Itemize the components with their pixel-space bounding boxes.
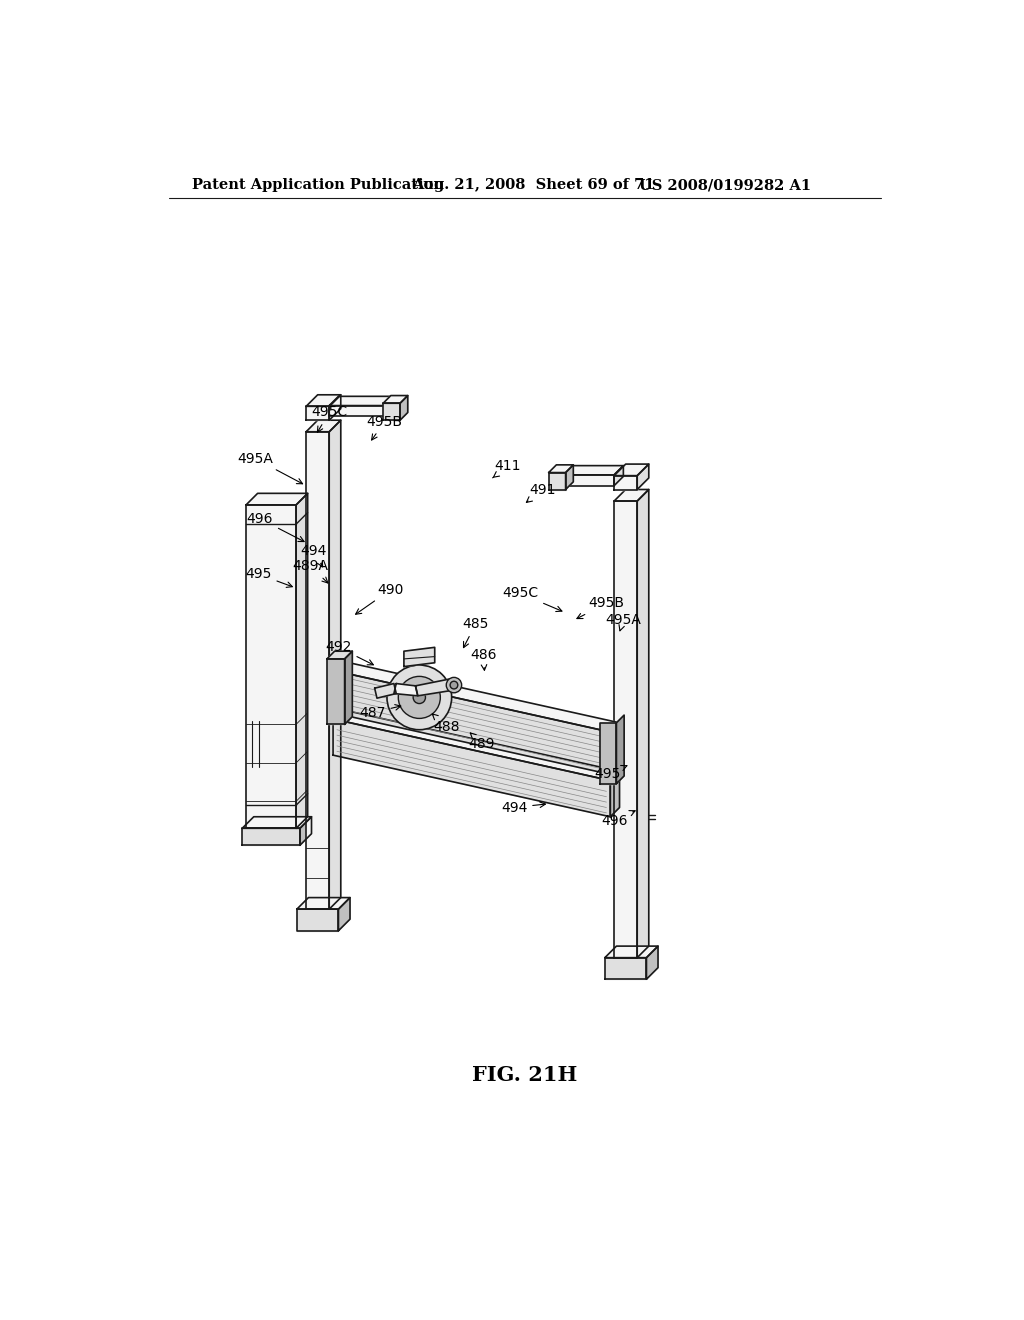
- Text: FIG. 21H: FIG. 21H: [472, 1065, 578, 1085]
- Text: 495B: 495B: [577, 597, 625, 619]
- Polygon shape: [614, 502, 637, 958]
- Text: 495: 495: [245, 568, 292, 587]
- Polygon shape: [549, 473, 565, 490]
- Text: 489: 489: [468, 733, 495, 751]
- Text: 491: 491: [526, 483, 556, 503]
- Polygon shape: [610, 723, 620, 775]
- Polygon shape: [330, 405, 387, 416]
- Polygon shape: [375, 684, 396, 698]
- Polygon shape: [403, 647, 435, 667]
- Text: 495: 495: [595, 766, 627, 781]
- Polygon shape: [383, 396, 408, 404]
- Polygon shape: [605, 958, 646, 979]
- Polygon shape: [562, 466, 624, 475]
- Polygon shape: [300, 817, 311, 845]
- Polygon shape: [297, 909, 339, 931]
- Polygon shape: [614, 465, 649, 475]
- Polygon shape: [400, 396, 408, 420]
- Polygon shape: [306, 407, 330, 420]
- Polygon shape: [600, 723, 616, 784]
- Polygon shape: [333, 661, 620, 733]
- Text: 490: 490: [355, 582, 404, 614]
- Polygon shape: [330, 420, 341, 909]
- Text: 489A: 489A: [293, 560, 329, 583]
- Polygon shape: [549, 465, 573, 473]
- Text: 495C: 495C: [502, 586, 562, 611]
- Polygon shape: [243, 829, 300, 845]
- Polygon shape: [333, 671, 610, 775]
- Text: 496: 496: [247, 512, 304, 541]
- Text: Aug. 21, 2008  Sheet 69 of 71: Aug. 21, 2008 Sheet 69 of 71: [412, 178, 654, 193]
- Circle shape: [387, 665, 452, 730]
- Polygon shape: [637, 490, 649, 958]
- Polygon shape: [387, 396, 396, 416]
- Polygon shape: [243, 817, 311, 829]
- Text: 494: 494: [501, 800, 546, 814]
- Text: 495C: 495C: [311, 405, 347, 432]
- Text: 494: 494: [301, 544, 327, 566]
- Circle shape: [451, 681, 458, 689]
- Polygon shape: [339, 898, 350, 931]
- Polygon shape: [646, 946, 658, 979]
- Polygon shape: [333, 710, 620, 780]
- Polygon shape: [333, 719, 610, 817]
- Polygon shape: [416, 678, 457, 696]
- Text: US 2008/0199282 A1: US 2008/0199282 A1: [639, 178, 811, 193]
- Polygon shape: [614, 475, 637, 490]
- Polygon shape: [246, 494, 307, 506]
- Text: 495B: 495B: [367, 414, 402, 440]
- Text: 485: 485: [462, 618, 488, 648]
- Circle shape: [398, 676, 440, 718]
- Polygon shape: [383, 404, 400, 420]
- Text: 488: 488: [432, 714, 460, 734]
- Polygon shape: [306, 395, 341, 407]
- Text: Patent Application Publication: Patent Application Publication: [193, 178, 444, 193]
- Circle shape: [413, 692, 425, 704]
- Polygon shape: [565, 465, 573, 490]
- Text: 495A: 495A: [605, 614, 641, 631]
- Polygon shape: [562, 475, 614, 486]
- Polygon shape: [327, 651, 352, 659]
- Polygon shape: [394, 684, 418, 696]
- Polygon shape: [330, 395, 341, 420]
- Polygon shape: [327, 659, 345, 725]
- Polygon shape: [345, 651, 352, 725]
- Polygon shape: [296, 494, 307, 829]
- Polygon shape: [605, 946, 658, 958]
- Polygon shape: [614, 490, 649, 502]
- Polygon shape: [637, 465, 649, 490]
- Polygon shape: [330, 396, 396, 405]
- Text: 486: 486: [470, 648, 497, 671]
- Text: 411: 411: [493, 459, 521, 478]
- Polygon shape: [616, 715, 625, 784]
- Polygon shape: [306, 420, 341, 432]
- Text: 492: 492: [326, 640, 374, 665]
- Polygon shape: [306, 432, 330, 909]
- Text: 487: 487: [359, 705, 400, 719]
- Polygon shape: [246, 506, 296, 829]
- Circle shape: [446, 677, 462, 693]
- Text: 495A: 495A: [238, 451, 302, 483]
- Polygon shape: [610, 771, 620, 817]
- Text: 496: 496: [601, 810, 635, 828]
- Polygon shape: [614, 466, 624, 486]
- Polygon shape: [297, 898, 350, 909]
